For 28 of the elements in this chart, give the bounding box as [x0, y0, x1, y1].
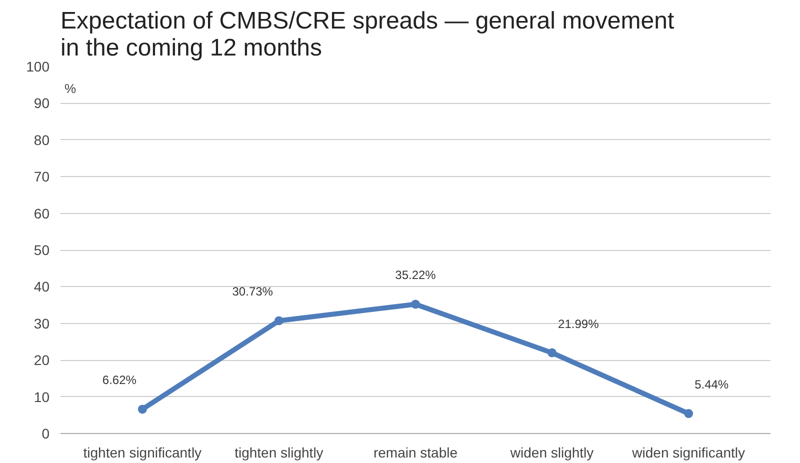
y-tick-label: 60 — [34, 205, 50, 222]
y-tick-label: 70 — [34, 168, 50, 185]
x-tick-label: tighten significantly — [83, 444, 202, 460]
y-tick-label: 10 — [34, 388, 50, 405]
y-tick-label: 80 — [34, 132, 50, 148]
text: 6.62% — [102, 373, 136, 388]
x-tick-label: widen slightly — [509, 444, 594, 460]
point — [411, 300, 420, 309]
x-tick-label: remain stable — [373, 444, 458, 460]
y-tick-label: 100 — [26, 58, 50, 74]
x-tick-label: widen significantly — [631, 444, 746, 460]
text: 5.44% — [694, 378, 729, 392]
point — [274, 316, 284, 326]
point — [684, 409, 694, 418]
chart-title: Expectation of CMBS/CRE spreads — general movement in the coming 12 months — [60, 8, 674, 62]
y-tick-label: 30 — [34, 315, 50, 332]
y-tick-label: 0 — [42, 426, 50, 442]
text: 21.99% — [558, 316, 599, 331]
point — [138, 404, 147, 414]
y-tick-label: 40 — [34, 278, 50, 295]
y-axis-title: % — [64, 80, 76, 96]
text: 35.22% — [395, 268, 436, 282]
text: 30.73% — [232, 284, 273, 299]
y-tick-label: 50 — [34, 242, 50, 258]
y-tick-label: 90 — [34, 95, 50, 112]
y-tick-label: 20 — [34, 352, 50, 368]
x-tick-label: tighten slightly — [234, 444, 324, 460]
point — [548, 348, 557, 358]
